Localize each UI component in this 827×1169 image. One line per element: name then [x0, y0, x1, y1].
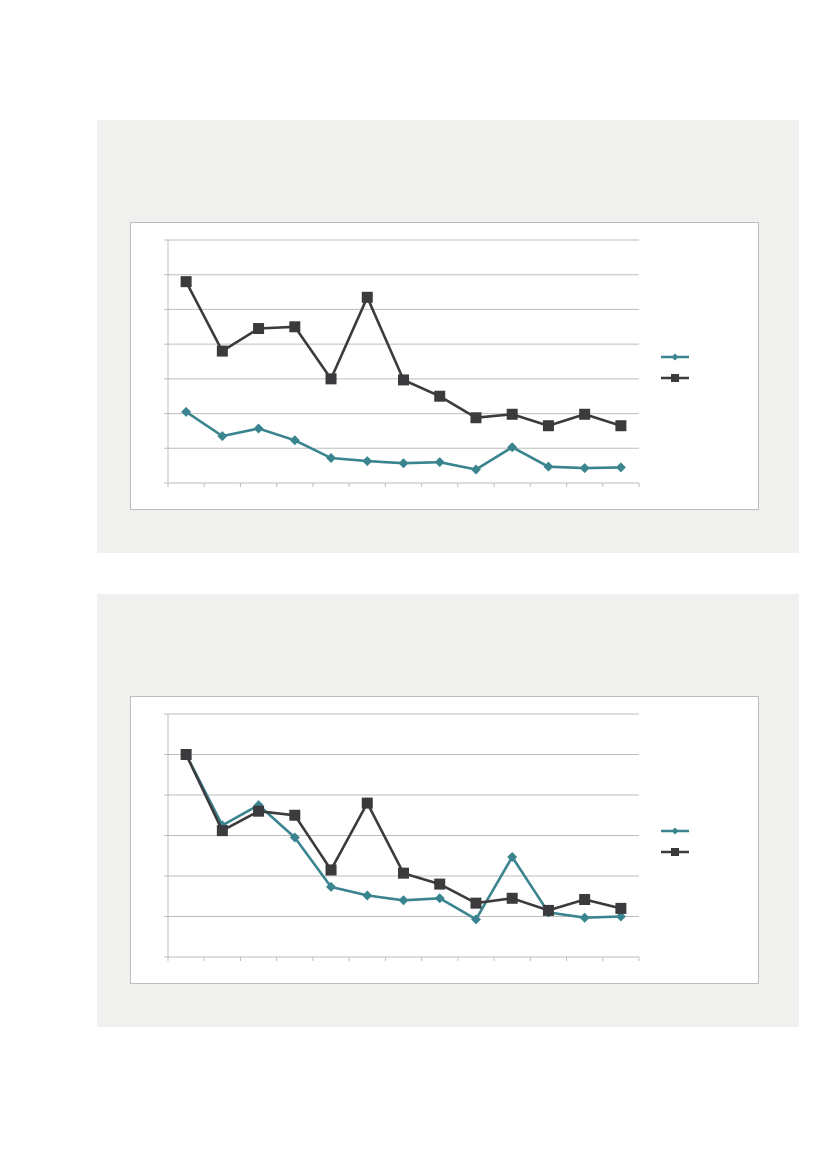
- data-point: [506, 892, 518, 904]
- legend-key-marker-2: [671, 848, 679, 856]
- data-point: [289, 435, 300, 446]
- series-line-1: [184, 753, 621, 921]
- data-point: [362, 456, 373, 467]
- data-point: [615, 911, 626, 922]
- data-point: [398, 895, 409, 906]
- chart-area-2: [130, 696, 759, 984]
- legend-key-marker-1: [671, 353, 679, 361]
- data-point: [325, 373, 337, 385]
- data-point: [507, 442, 518, 453]
- data-point: [398, 867, 409, 879]
- data-point: [579, 893, 591, 905]
- data-point: [506, 408, 518, 420]
- data-point: [325, 864, 337, 876]
- data-point: [253, 323, 265, 335]
- line-chart-2: [164, 713, 689, 961]
- data-point: [434, 457, 445, 468]
- data-point: [362, 890, 373, 901]
- data-point: [253, 423, 264, 434]
- data-point: [579, 912, 590, 923]
- data-point: [216, 345, 228, 357]
- data-point: [180, 749, 192, 760]
- data-point: [361, 797, 373, 809]
- data-point: [180, 276, 192, 288]
- chart-panel-2: [97, 594, 799, 1027]
- data-point: [470, 897, 482, 909]
- data-point: [217, 431, 228, 442]
- data-point: [579, 463, 590, 474]
- data-point: [361, 291, 373, 303]
- legend-key-marker-1: [671, 827, 679, 835]
- data-point: [181, 406, 192, 417]
- data-point: [434, 390, 446, 402]
- data-point: [470, 412, 482, 424]
- series-line-2: [184, 753, 622, 912]
- data-point: [289, 321, 301, 333]
- chart-panel-1: [97, 120, 799, 553]
- data-point: [542, 904, 554, 916]
- data-point: [615, 420, 627, 432]
- line-chart-1: [164, 239, 689, 487]
- data-point: [434, 893, 445, 904]
- chart-area-1: [130, 222, 759, 510]
- data-point: [434, 878, 446, 890]
- data-point: [216, 825, 228, 837]
- data-point: [542, 420, 554, 432]
- data-point: [615, 902, 627, 914]
- data-point: [289, 809, 301, 821]
- data-point: [398, 458, 409, 469]
- data-point: [543, 461, 554, 472]
- data-point: [615, 462, 626, 473]
- legend-key-marker-2: [671, 374, 679, 382]
- data-point: [507, 851, 518, 862]
- series-line-2: [184, 281, 622, 427]
- data-point: [326, 881, 337, 892]
- data-point: [398, 374, 409, 386]
- data-point: [289, 832, 300, 843]
- data-point: [579, 408, 591, 420]
- data-point: [470, 464, 481, 475]
- data-point: [253, 805, 265, 817]
- data-point: [326, 453, 337, 464]
- data-point: [470, 914, 481, 925]
